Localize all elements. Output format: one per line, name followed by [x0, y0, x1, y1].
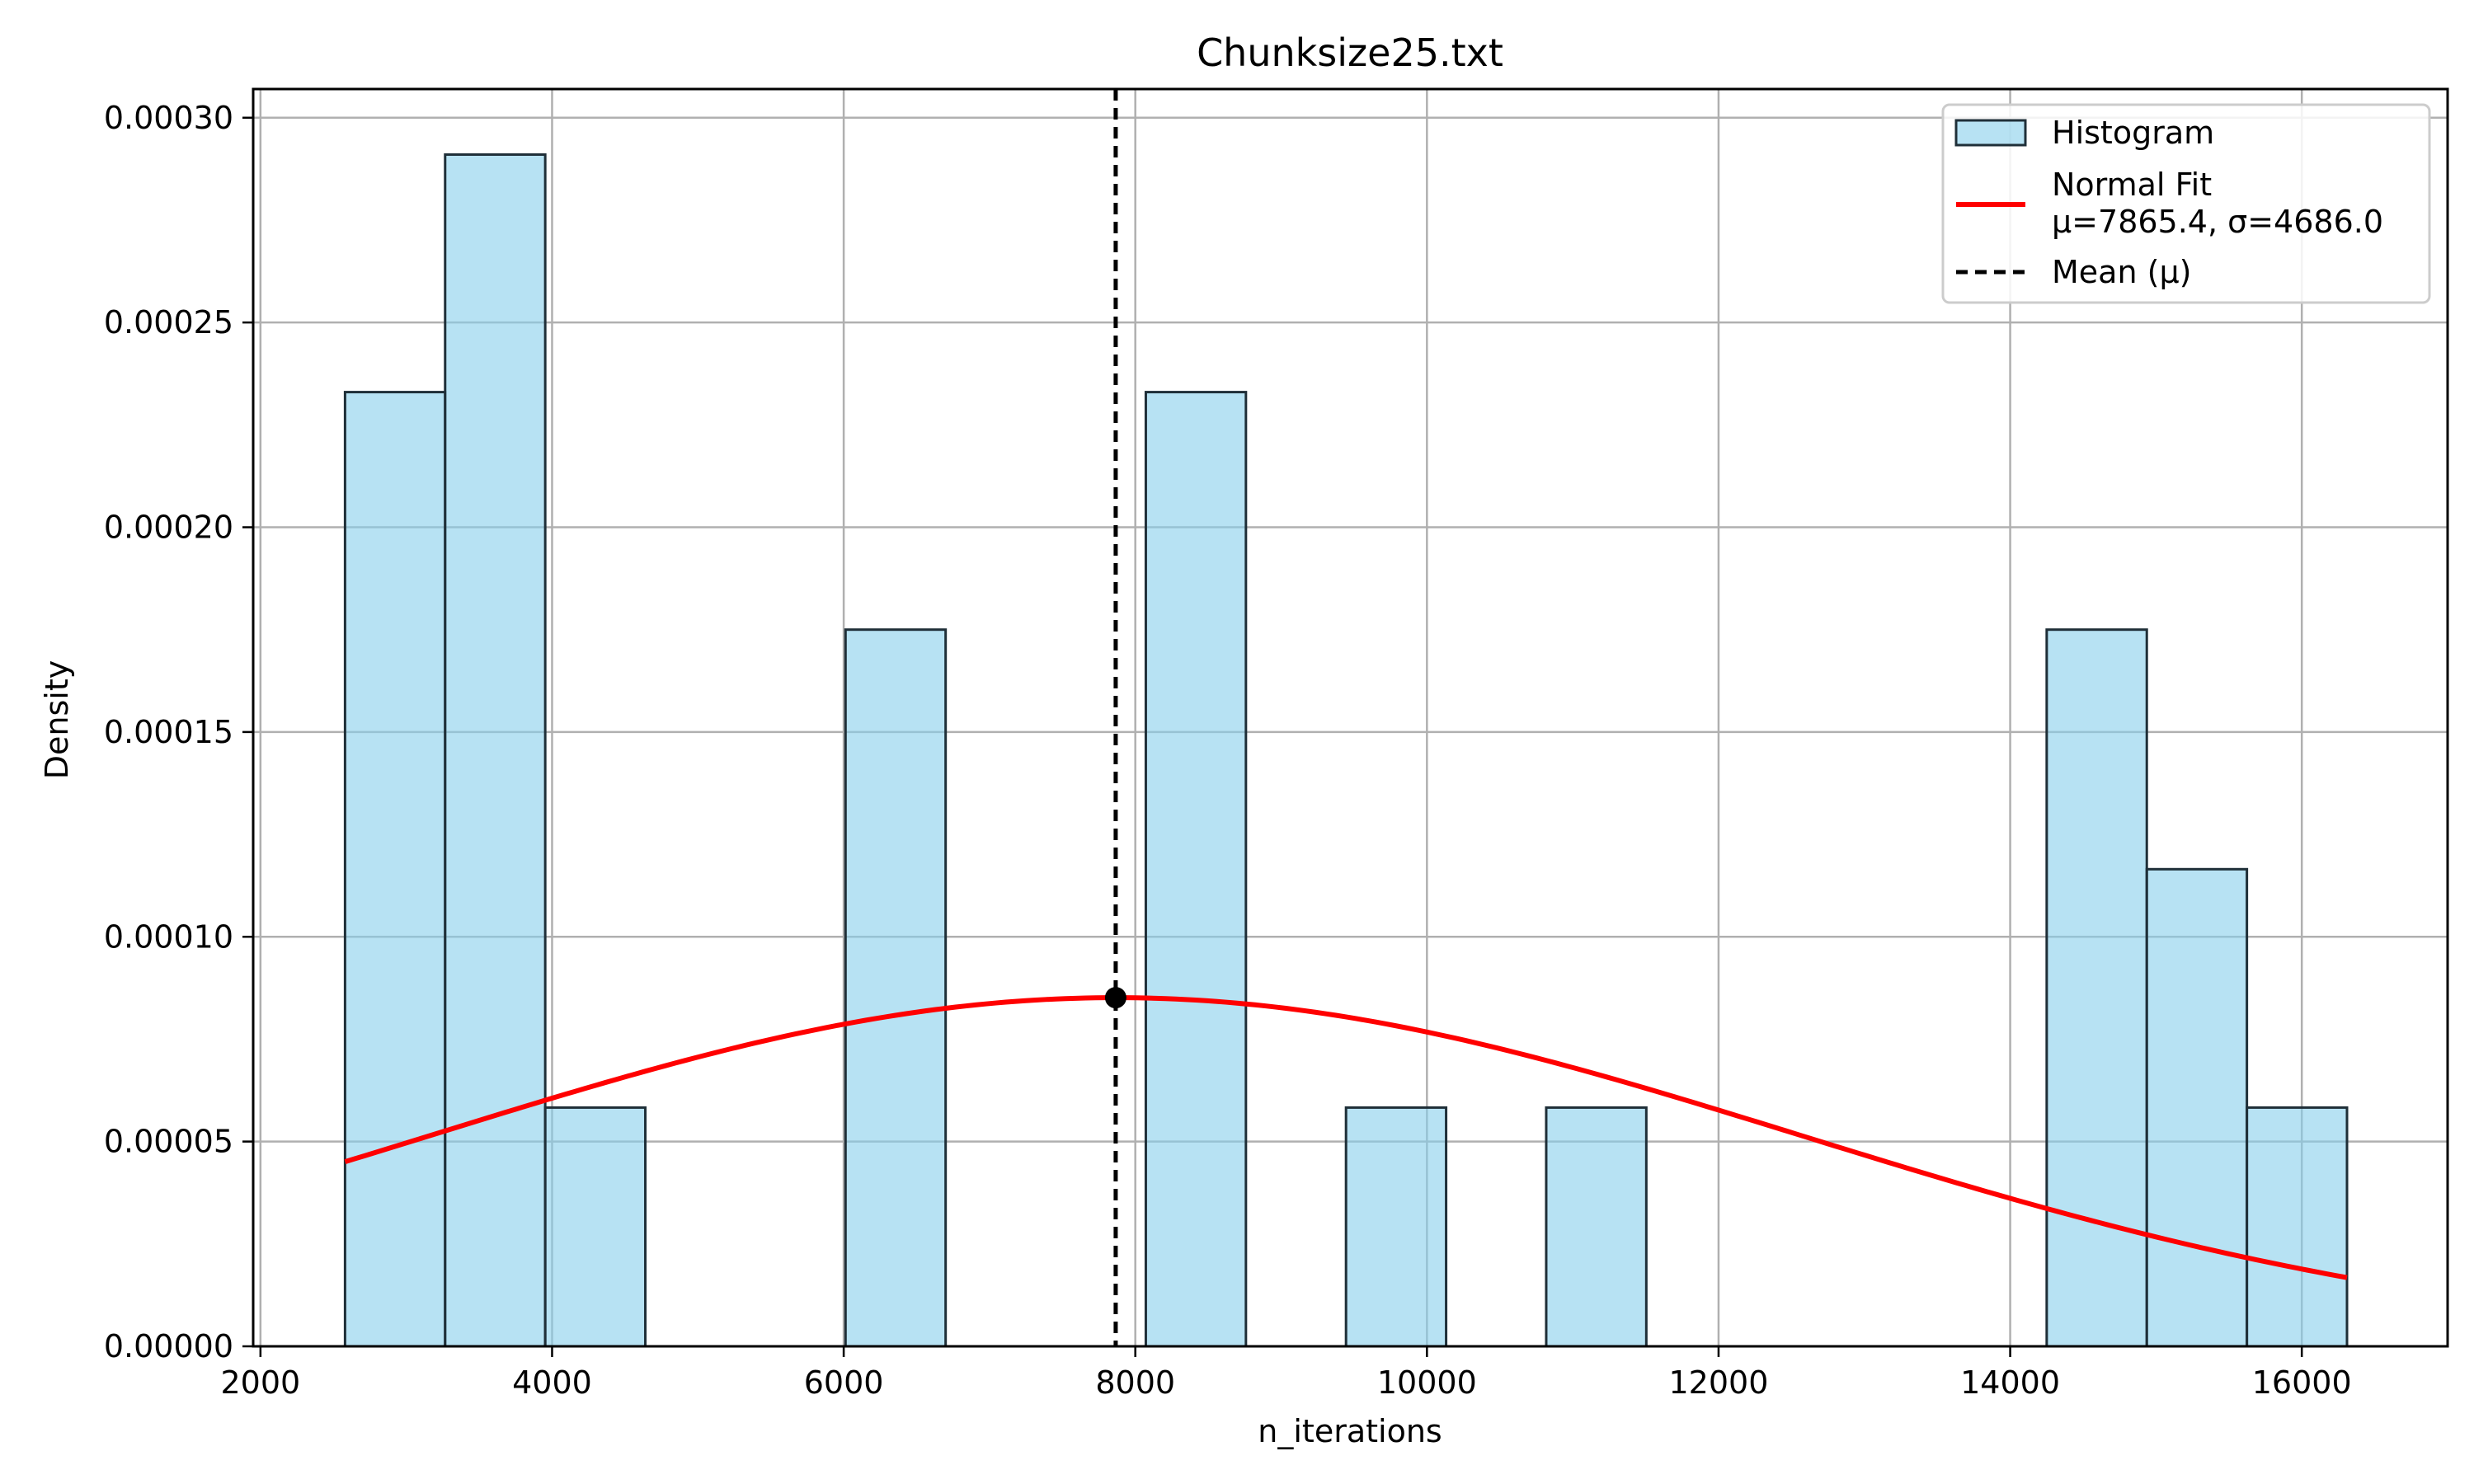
normal-fit-curve	[344, 995, 2348, 1280]
histogram-bar-8	[1144, 391, 1248, 1348]
histogram-bar-5	[844, 628, 948, 1348]
x-tick-label-4: 10000	[1377, 1364, 1477, 1401]
normal-fit-layer	[344, 89, 2348, 1346]
histogram-bar-2	[543, 1106, 647, 1348]
chart-title: Chunksize25.txt	[1197, 31, 1503, 75]
x-tick-label-1: 4000	[512, 1364, 592, 1401]
y-axis-label: Density	[39, 660, 75, 779]
histogram-bar-19	[2246, 1106, 2349, 1348]
x-tick-label-3: 8000	[1095, 1364, 1175, 1401]
histogram-bars	[343, 153, 2349, 1348]
y-tick-label-1: 0.00005	[104, 1124, 233, 1160]
legend-normal-fit-params: μ=7865.4, σ=4686.0	[2052, 204, 2383, 240]
legend-mean-label: Mean (μ)	[2052, 254, 2191, 290]
y-tick-label-0: 0.00000	[104, 1328, 233, 1364]
axes: 2000 4000 6000 8000 10000 12000 14000 16000 0.00…	[104, 87, 2449, 1401]
mean-peak-marker	[1104, 987, 1126, 1009]
histogram-bar-17	[2045, 628, 2148, 1348]
plot-frame	[252, 87, 2449, 1348]
legend-histogram-swatch	[1954, 119, 2027, 147]
x-tick-label-0: 2000	[220, 1364, 300, 1401]
histogram-bar-18	[2145, 867, 2249, 1348]
y-tick-label-6: 0.00030	[104, 100, 233, 136]
x-axis-label: n_iterations	[1258, 1413, 1442, 1449]
histogram-bar-0	[343, 391, 447, 1348]
y-tick-label-3: 0.00015	[104, 714, 233, 750]
histogram-bar-1	[444, 153, 547, 1348]
histogram-bar-10	[1344, 1106, 1448, 1348]
y-tick-label-4: 0.00020	[104, 510, 233, 546]
y-tick-label-5: 0.00025	[104, 304, 233, 340]
legend-frame	[1941, 103, 2431, 304]
legend-histogram-label: Histogram	[2052, 115, 2214, 151]
legend-normal-fit-label: Normal Fit	[2052, 167, 2212, 203]
x-tick-label-7: 16000	[2252, 1364, 2352, 1401]
x-tick-label-6: 14000	[1960, 1364, 2060, 1401]
y-tick-label-2: 0.00010	[104, 918, 233, 955]
histogram-bar-12	[1545, 1106, 1648, 1348]
legend: Histogram Normal Fit μ=7865.4, σ=4686.0 …	[1941, 103, 2431, 304]
x-tick-label-5: 12000	[1669, 1364, 1769, 1401]
x-tick-label-2: 6000	[804, 1364, 884, 1401]
